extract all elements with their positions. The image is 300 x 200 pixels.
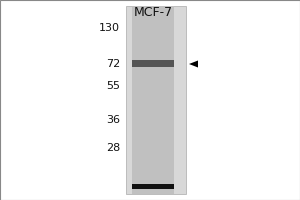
Text: 55: 55 bbox=[106, 81, 120, 91]
Text: 36: 36 bbox=[106, 115, 120, 125]
Text: 72: 72 bbox=[106, 59, 120, 69]
Bar bbox=[126, 6, 186, 194]
Polygon shape bbox=[189, 60, 198, 67]
Text: MCF-7: MCF-7 bbox=[134, 6, 172, 19]
Bar bbox=[132, 184, 174, 188]
Bar bbox=[132, 60, 174, 67]
Text: 28: 28 bbox=[106, 143, 120, 153]
Text: 130: 130 bbox=[99, 23, 120, 33]
Bar bbox=[132, 6, 174, 194]
